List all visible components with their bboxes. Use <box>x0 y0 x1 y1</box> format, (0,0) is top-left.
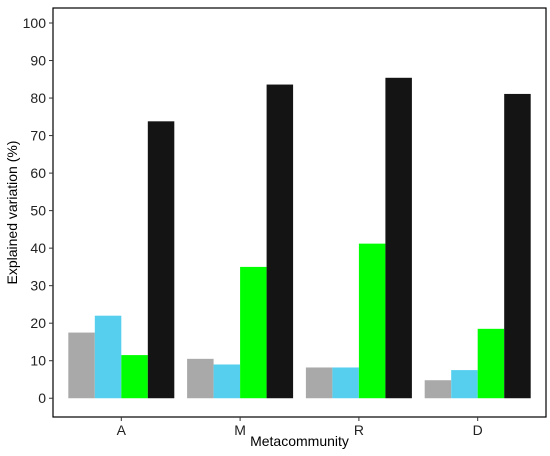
bar-A-series-2 <box>94 315 122 399</box>
y-tick-label: 20 <box>30 315 46 331</box>
bar-R-series-1 <box>305 367 333 399</box>
y-axis-title: Explained variation (%) <box>4 141 20 285</box>
y-tick-label: 30 <box>30 278 46 294</box>
x-tick-label: M <box>234 422 246 438</box>
x-tick-label: R <box>354 422 364 438</box>
bar-M-series-2 <box>213 364 241 399</box>
y-tick-label: 70 <box>30 128 46 144</box>
bar-R-series-4 <box>385 77 412 399</box>
bar-A-series-3 <box>121 355 148 399</box>
y-tick-label: 60 <box>30 165 46 181</box>
x-axis-title: Metacommunity <box>250 433 349 449</box>
bar-D-series-3 <box>477 328 505 399</box>
plot-panel-border <box>52 7 547 418</box>
bar-M-series-3 <box>240 266 267 399</box>
axes-layer: 0 10 20 30 40 50 60 70 80 90 100 A M R D <box>23 7 547 438</box>
bar-R-series-3 <box>358 243 386 399</box>
bar-A-series-4 <box>147 121 175 399</box>
y-tick-label: 0 <box>38 390 46 406</box>
bars-layer <box>68 77 531 399</box>
x-tick-label: D <box>473 422 483 438</box>
y-tick-label: 10 <box>30 353 46 369</box>
y-tick-label: 50 <box>30 203 46 219</box>
bar-D-series-1 <box>424 380 452 399</box>
bar-R-series-2 <box>332 367 359 399</box>
bar-D-series-2 <box>451 370 478 399</box>
bar-M-series-1 <box>187 358 214 399</box>
bar-D-series-4 <box>504 93 531 399</box>
y-tick-label: 100 <box>23 15 47 31</box>
y-tick-label: 90 <box>30 53 46 69</box>
y-tick-label: 80 <box>30 90 46 106</box>
bar-M-series-4 <box>266 84 294 399</box>
x-tick-label: A <box>117 422 127 438</box>
bar-A-series-1 <box>68 332 95 399</box>
y-tick-label: 40 <box>30 240 46 256</box>
